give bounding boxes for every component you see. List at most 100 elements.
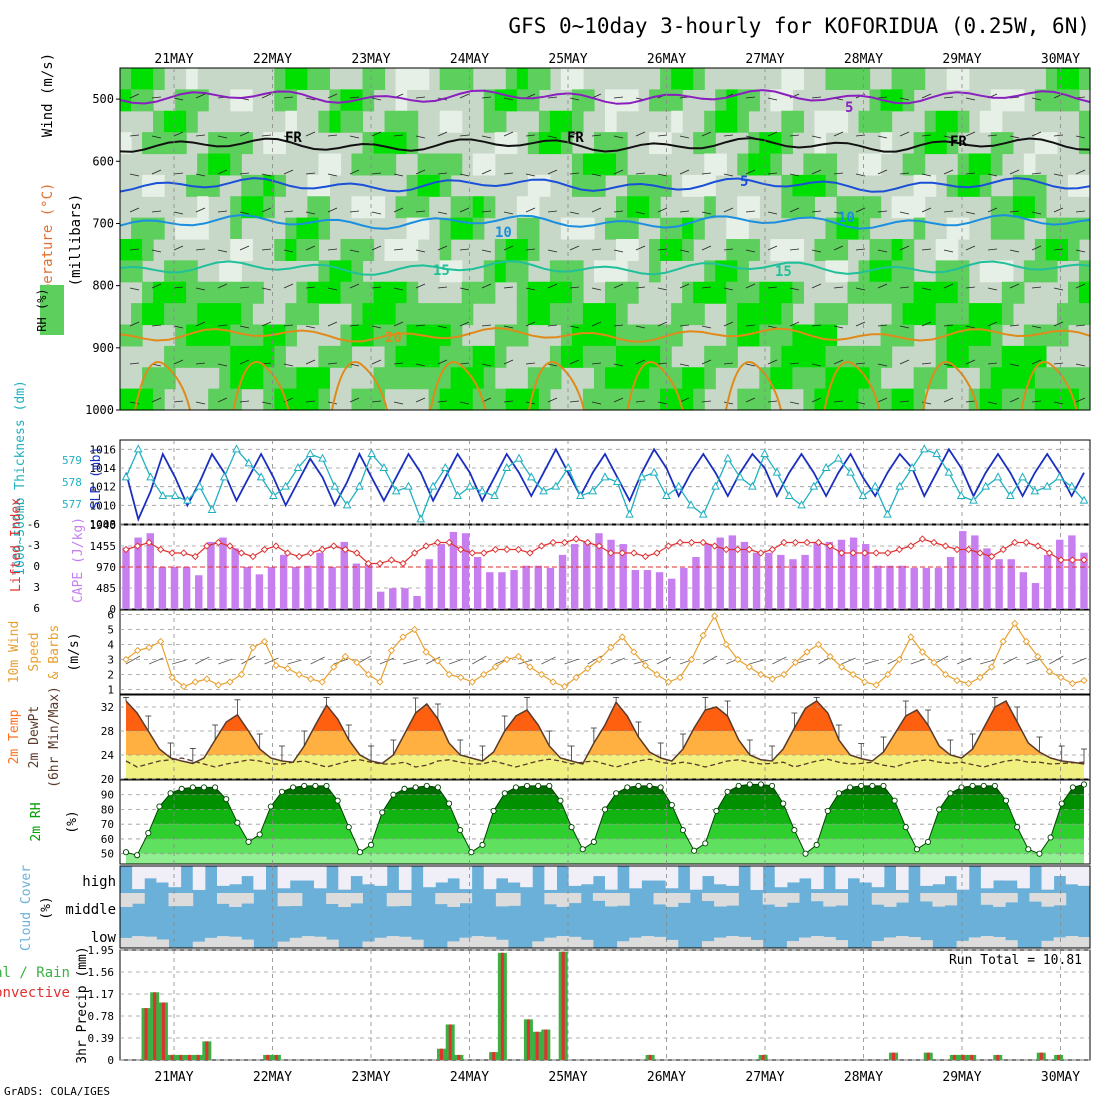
thickness-point: [477, 486, 487, 495]
wind-barb: [151, 283, 162, 289]
rh-cell: [946, 281, 959, 304]
rh-cell: [186, 281, 198, 304]
wind-barb: [591, 321, 602, 327]
cloud-gap-high: [774, 866, 788, 888]
wind-barb: [239, 400, 250, 403]
rh-cell: [285, 68, 297, 90]
wind-barb: [393, 321, 404, 327]
wind-barb: [591, 173, 602, 177]
thickness-point: [760, 448, 770, 457]
rh-cell: [560, 68, 573, 90]
wind-barb: [217, 397, 228, 403]
rh-cell: [406, 68, 419, 90]
rh-cell: [241, 174, 253, 197]
wind-barb: [195, 656, 210, 665]
wind-barb: [943, 363, 954, 367]
rh-cell: [593, 303, 606, 326]
lifted-index-point: [607, 549, 615, 557]
rh-cell: [1034, 239, 1047, 261]
rh-cell: [428, 174, 441, 197]
wind-speed-point: [572, 673, 580, 682]
cape-bar: [837, 539, 846, 609]
cloud-level-label: high: [82, 874, 116, 890]
wind-barb: [613, 249, 624, 253]
cape-bar: [1080, 552, 1088, 609]
wind-barb: [569, 359, 580, 365]
rh-cell: [704, 132, 716, 155]
rh-cell: [616, 367, 628, 390]
rh-point: [122, 849, 130, 856]
rh-point: [278, 788, 286, 795]
wind-barb: [239, 211, 250, 215]
thickness-point: [772, 467, 782, 476]
cloud-gap-middle: [702, 893, 715, 902]
rh-cell: [803, 153, 816, 176]
rh-cell: [1012, 174, 1025, 197]
cape-bar: [219, 537, 227, 609]
cloud-gap-high: [301, 866, 315, 881]
cloud-gap-low: [471, 936, 485, 948]
cloud-gap-middle: [786, 893, 800, 903]
lifted-index-point: [780, 538, 788, 547]
rh-cell: [627, 174, 639, 197]
wind-barb: [173, 400, 184, 403]
rh-cell: [395, 196, 408, 219]
wind-barb: [767, 400, 778, 403]
wind-barb: [833, 245, 844, 251]
rh-cell: [671, 324, 683, 347]
rh-cell: [1034, 89, 1047, 112]
wind-barb: [610, 657, 625, 665]
wind-barb: [1075, 135, 1086, 139]
rh-point: [568, 824, 575, 831]
rh-cell: [605, 388, 617, 411]
cape-bar: [704, 544, 712, 609]
wind-speed-point: [1057, 673, 1065, 682]
rh-point: [1025, 846, 1032, 853]
wind-barb: [547, 135, 558, 139]
rh-cell: [219, 367, 231, 390]
rh-cell: [219, 303, 231, 326]
wind-barb: [151, 135, 162, 139]
rh-cell: [638, 174, 650, 197]
wind-barb: [481, 169, 492, 175]
lifted-index-point: [468, 549, 476, 557]
wind-barb: [349, 96, 360, 99]
rh-cell: [957, 303, 970, 326]
rh-cell: [439, 367, 452, 390]
lifted-index-point: [722, 545, 730, 554]
rh-cell: [748, 324, 760, 347]
thickness-point: [858, 490, 868, 499]
wind-barb: [525, 321, 536, 327]
rh-cell: [483, 110, 496, 133]
wind-barb: [745, 96, 756, 99]
rh-cell: [858, 153, 871, 176]
rh-cell: [825, 388, 838, 411]
wind-barb: [327, 321, 338, 327]
rh-cell: [439, 239, 452, 261]
rh-cell: [770, 303, 782, 326]
cloud-gap-low: [956, 940, 970, 948]
wind-barb: [833, 286, 844, 289]
rh-cell: [880, 239, 893, 261]
lifted-index-point: [168, 549, 176, 557]
lifted-index-point: [930, 538, 938, 547]
rh-cell: [935, 303, 948, 326]
cloud-gap-low: [1053, 937, 1067, 948]
cloud-gap-low: [641, 936, 654, 948]
rh-cell: [516, 239, 529, 261]
rh-cell: [1034, 367, 1047, 390]
thickness-point: [932, 448, 941, 457]
lifted-index-point: [1022, 538, 1030, 547]
rh-cell: [748, 196, 760, 219]
rh-cell: [616, 239, 628, 261]
rh-cell: [153, 388, 165, 411]
rh-cell: [395, 89, 408, 112]
rh-cell: [384, 153, 397, 176]
cloud-gap-middle: [398, 893, 412, 906]
cloud-gap-low: [447, 941, 460, 948]
wind-speed-point: [445, 670, 453, 679]
cloud-gap-high: [277, 866, 291, 889]
rh-cell: [351, 324, 364, 347]
thickness-point: [293, 462, 303, 471]
rh-cell: [671, 68, 683, 90]
